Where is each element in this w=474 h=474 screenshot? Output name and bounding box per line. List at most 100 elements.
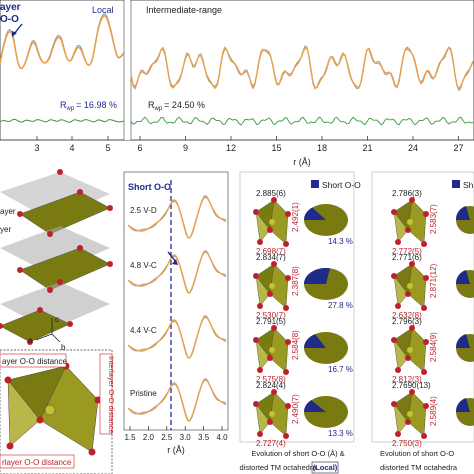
tm-atom xyxy=(407,347,413,353)
tm-atom xyxy=(269,411,275,417)
pie-slice-short-oo xyxy=(455,334,470,348)
oxygen-atom xyxy=(395,303,401,309)
octa-left-rows: 2.885(6) 2.492(1) 2.698(7) 14.3 % 2.834(7) 2.… xyxy=(253,189,353,448)
octa-left-pct: 16.7 % xyxy=(328,365,353,374)
pdf-tick-label: 4.0 xyxy=(216,433,228,442)
rwp-right: Rwp = 24.50 % xyxy=(148,100,205,112)
oxygen-atom xyxy=(391,273,397,279)
pdf-trace-label: Pristine xyxy=(130,389,157,398)
axis-a: a xyxy=(28,336,33,345)
oxygen-atom xyxy=(283,241,289,247)
oxygen-atom xyxy=(423,275,429,281)
tm-atom xyxy=(407,411,413,417)
octahedron-face xyxy=(393,339,409,371)
pie-slice-short-oo xyxy=(303,400,326,412)
oxygen-atom xyxy=(423,339,429,345)
pdf-tick-label: 3.0 xyxy=(180,433,192,442)
pie-slice-short-oo xyxy=(455,270,470,284)
intermediate-label: Intermediate-range xyxy=(146,5,222,15)
octa-left-caption-1: Evolution of short O-O (Å) & xyxy=(251,449,344,458)
oxygen-atom xyxy=(391,401,397,407)
octa-left-top-value: 2.824(4) xyxy=(256,381,286,390)
octa-right-side-value: 2.583(7) xyxy=(429,204,438,234)
tm-atom xyxy=(44,404,56,416)
pie-slice-short-oo xyxy=(455,206,470,220)
oxygen-atom xyxy=(285,275,291,281)
oxygen-atom xyxy=(409,197,415,203)
pdf-xaxis-ticks: 1.5 2.0 2.5 3.0 3.5 4.0 xyxy=(124,426,228,442)
oxygen-atom xyxy=(267,227,273,233)
oxygen-atom xyxy=(253,273,259,279)
left-layer-label: ayer xyxy=(0,2,21,13)
octahedron-face xyxy=(393,275,409,307)
oxygen-atom xyxy=(283,369,289,375)
axis-break-gap xyxy=(124,0,131,140)
octa-left-top-value: 2.834(7) xyxy=(256,253,286,262)
tm-atom xyxy=(269,347,275,353)
pdf-title: Short O-O xyxy=(128,182,171,192)
octa-left-caption-2: distorted TM octahedra xyxy=(240,463,318,472)
oxygen-atom xyxy=(421,369,427,375)
top-tick-label: 3 xyxy=(34,143,39,153)
oxygen-atom xyxy=(257,239,263,245)
oxygen-atom xyxy=(267,355,273,361)
fit-curve-intermediate xyxy=(130,45,474,91)
oxygen-atom xyxy=(257,367,263,373)
octahedron-face xyxy=(255,403,271,435)
inset-label-top: ayer O-O distance xyxy=(2,357,67,366)
layered-lattice xyxy=(0,169,113,345)
octa-right-bottom-value: 2.772(5) xyxy=(392,247,422,256)
oxygen-atom xyxy=(421,305,427,311)
pdf-trace-label: 2.5 V-D xyxy=(130,206,157,215)
oxygen-atom xyxy=(283,433,289,439)
top-tick-label: 4 xyxy=(69,143,74,153)
octa-right-caption-1: Evolution of short O-O xyxy=(380,449,454,458)
octa-left-side-value: 2.584(8) xyxy=(291,330,300,360)
oxygen-atom xyxy=(423,211,429,217)
oxygen-atom xyxy=(267,419,273,425)
octa-left-bottom-value: 2.530(7) xyxy=(256,311,286,320)
oxygen-atom xyxy=(391,209,397,215)
top-panel: ayer O-O Local Intermediate-range Rwp = 1… xyxy=(0,0,474,167)
octa-right-legend: Sh xyxy=(463,180,474,190)
oxygen-atom xyxy=(405,419,411,425)
pdf-tick-label: 1.5 xyxy=(124,433,136,442)
octa-right-side-value: 2.584(9) xyxy=(429,332,438,362)
oxygen-atom xyxy=(271,325,277,331)
pdf-tick-label: 2.5 xyxy=(161,433,173,442)
pdf-fit-trace xyxy=(127,379,227,422)
axis-c: c xyxy=(55,315,59,324)
octa-right-caption-2: distorted TM octahedra xyxy=(380,463,458,472)
octa-left-legend-swatch xyxy=(311,180,319,188)
oxygen-atom xyxy=(395,431,401,437)
diff-curve-intermediate xyxy=(130,116,474,126)
structure-panel: ayer yer c a b ayer O-O distance rlayer … xyxy=(0,169,116,474)
oxygen-atom xyxy=(253,337,259,343)
inset-label-bottom: rlayer O-O distance xyxy=(2,458,72,467)
pdf-fit-trace xyxy=(127,316,227,359)
rwp-left: Rwp = 16.98 % xyxy=(60,100,117,112)
oxygen-atom xyxy=(421,241,427,247)
oxygen-atom xyxy=(271,389,277,395)
pie-slice-short-oo xyxy=(303,267,330,284)
structure-layer-label-1: ayer xyxy=(0,207,16,216)
oxygen-atom xyxy=(405,227,411,233)
oxygen-atom xyxy=(253,209,259,215)
axis-b: b xyxy=(61,343,66,352)
top-tick-label: 21 xyxy=(362,143,372,153)
pdf-fit-trace xyxy=(127,251,227,294)
pdf-trace-label: 4.4 V-C xyxy=(130,326,157,335)
top-tick-label: 15 xyxy=(271,143,281,153)
octa-right-top-value: 2.771(6) xyxy=(392,253,422,262)
pdf-tick-label: 2.0 xyxy=(143,433,155,442)
top-tick-label: 12 xyxy=(226,143,236,153)
oxygen-atom xyxy=(253,401,259,407)
octa-right-bottom-value: 2.812(3) xyxy=(392,375,422,384)
oxygen-atom xyxy=(423,403,429,409)
local-label: Local xyxy=(92,5,114,15)
octa-right-top-value: 2.7690(13) xyxy=(392,381,431,390)
octahedron-face xyxy=(393,403,409,435)
octa-left-caption-tag: (Local) xyxy=(313,463,338,472)
oxygen-atom xyxy=(409,261,415,267)
